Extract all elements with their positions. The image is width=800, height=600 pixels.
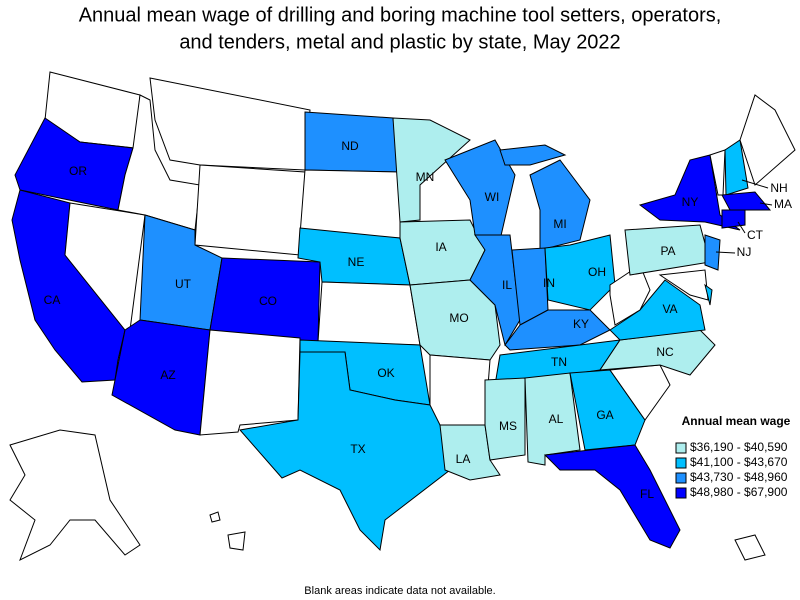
state-label: MO: [449, 311, 468, 325]
state: [299, 169, 401, 239]
state: [429, 354, 491, 426]
state-label: IL: [502, 278, 512, 292]
state-label: OH: [588, 265, 606, 279]
title-line: Annual mean wage of drilling and boring …: [79, 4, 722, 26]
state: [704, 283, 713, 306]
state: [638, 154, 741, 231]
state: [469, 234, 521, 347]
state-label: ND: [341, 139, 359, 153]
state: [721, 191, 772, 211]
state-labels: OR CA AZ CO UT ND NE OK TX MN IA MO LA W…: [44, 139, 792, 501]
legend: Annual mean wage $36,190 - $40,590 $41,1…: [675, 414, 791, 499]
state-label: WI: [485, 190, 500, 204]
state: [724, 139, 749, 196]
state-label: UT: [175, 277, 192, 291]
state-label: KY: [573, 317, 589, 331]
state: [239, 351, 451, 552]
legend-title: Annual mean wage: [682, 414, 791, 428]
state-label: AL: [549, 412, 564, 426]
state: [194, 164, 306, 256]
state: [499, 144, 567, 166]
state-label: MN: [416, 170, 435, 184]
legend-label: $48,980 - $67,900: [690, 485, 788, 499]
legend-label: $41,100 - $43,670: [690, 455, 788, 469]
state: [149, 77, 311, 171]
legend-label: $36,190 - $40,590: [690, 440, 788, 454]
hawaii: [734, 534, 766, 561]
leader-line: [741, 179, 769, 189]
legend-swatch: [675, 442, 687, 454]
state: [529, 159, 591, 251]
state: [317, 281, 421, 346]
legend-swatch: [675, 472, 687, 484]
title-line: and tenders, metal and plastic by state,…: [179, 31, 620, 53]
state-label: CA: [44, 293, 61, 307]
state: [484, 377, 526, 461]
state: [569, 369, 646, 451]
state-label: NC: [656, 345, 674, 359]
state: [504, 309, 611, 351]
alaska: [9, 429, 141, 562]
state: [658, 269, 709, 301]
state-label: CT: [747, 228, 764, 242]
state: [704, 234, 721, 271]
state-label: FL: [640, 487, 654, 501]
state-label: CO: [259, 294, 277, 308]
hawaii: [227, 531, 246, 551]
leader-line: [737, 221, 746, 234]
footnote: Blank areas indicate data not available.: [304, 585, 495, 597]
state-label: AZ: [160, 368, 175, 382]
state-label: MI: [553, 217, 566, 231]
leader-line: [715, 251, 736, 254]
legend-swatch: [675, 457, 687, 469]
state-label: OR: [69, 164, 87, 178]
states: [9, 71, 796, 562]
state-label: NH: [770, 181, 787, 195]
state-label: PA: [660, 244, 675, 258]
state-label: TN: [551, 355, 567, 369]
state: [739, 94, 796, 186]
state: [199, 329, 301, 436]
state-label: MA: [774, 197, 792, 211]
leader-line: [759, 202, 773, 206]
state-label: TX: [350, 442, 365, 456]
state-label: LA: [456, 452, 471, 466]
hawaii: [209, 511, 221, 523]
state-label: VA: [662, 302, 677, 316]
state: [721, 209, 746, 229]
state-label: IA: [435, 240, 446, 254]
legend-swatch: [675, 487, 687, 499]
legend-label: $43,730 - $48,960: [690, 470, 788, 484]
state: [543, 444, 681, 549]
state-label: IN: [543, 276, 555, 290]
state-label: NE: [348, 255, 365, 269]
state-label: NJ: [737, 245, 752, 259]
state-label: GA: [596, 408, 613, 422]
state-label: MS: [499, 419, 517, 433]
state-label: NY: [682, 195, 699, 209]
state-label: OK: [377, 366, 394, 380]
